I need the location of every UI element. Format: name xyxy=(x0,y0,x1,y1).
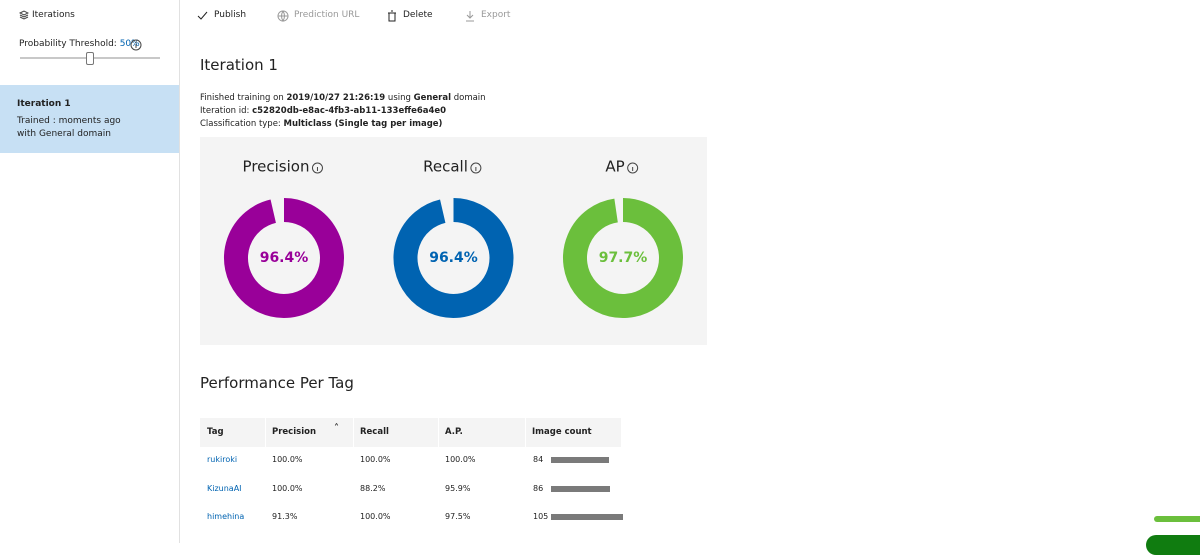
tag-link[interactable]: KizunaAI xyxy=(207,483,242,493)
image-count: 84 xyxy=(533,455,544,464)
cell: 97.5% xyxy=(445,512,471,521)
table-header xyxy=(200,418,621,447)
info-line: Iteration id: c52820db-e8ac-4fb3-ab11-13… xyxy=(200,106,446,116)
info-text: using xyxy=(385,93,414,103)
column-header[interactable]: Recall xyxy=(360,427,389,437)
toolbar-button: Export xyxy=(481,10,511,20)
image-count-bar xyxy=(551,457,609,463)
column-divider xyxy=(525,418,526,447)
tag-link[interactable]: himehina xyxy=(207,512,245,521)
column-divider xyxy=(353,418,354,447)
info-text: domain xyxy=(451,93,486,103)
threshold-label: Probability Threshold: xyxy=(19,39,117,49)
info-text: Finished training on xyxy=(200,93,287,103)
cell: 100.0% xyxy=(272,455,303,464)
donut-arc xyxy=(563,198,683,318)
info-text: 2019/10/27 21:26:19 xyxy=(286,93,386,103)
toolbar-icon xyxy=(197,11,208,20)
threshold: Probability Threshold: 50% xyxy=(19,39,140,49)
info-icon[interactable] xyxy=(130,39,142,51)
column-header[interactable]: Precision xyxy=(272,427,317,437)
sidebar-title: Iterations xyxy=(32,10,75,20)
column-header[interactable]: A.P. xyxy=(445,427,463,437)
iteration-item[interactable]: Iteration 1 Trained : moments ago with Ge… xyxy=(0,85,179,153)
metrics-panel: Precision 96.4% Recall 96.4% AP 97.7% xyxy=(200,137,707,345)
donut-arc xyxy=(393,198,514,318)
toolbar-icon xyxy=(277,10,289,22)
tag-link[interactable]: rukiroki xyxy=(207,455,238,464)
cell: 88.2% xyxy=(360,483,386,493)
toolbar-icon xyxy=(466,11,474,22)
iteration-title: Iteration 1 xyxy=(200,56,278,74)
metric-name: Recall xyxy=(423,158,468,176)
toolbar-button[interactable]: Publish xyxy=(214,10,247,20)
iterations-icon xyxy=(19,10,29,20)
cell: 95.9% xyxy=(445,483,471,493)
feedback-button[interactable] xyxy=(1146,535,1200,555)
info-text: c52820db-e8ac-4fb3-ab11-133effe6a4e0 xyxy=(252,106,447,116)
column-header[interactable]: Tag xyxy=(207,427,224,437)
threshold-value: 50% xyxy=(119,39,140,49)
cell: 100.0% xyxy=(360,512,391,521)
sort-arrow: ˄ xyxy=(334,423,339,434)
column-divider xyxy=(265,418,266,447)
image-count: 86 xyxy=(533,483,544,493)
metric-name: Precision xyxy=(243,158,310,176)
info-line: Classification type: Multiclass (Single … xyxy=(200,119,442,129)
cell: 100.0% xyxy=(445,455,476,464)
info-text: General xyxy=(413,93,452,103)
slider-thumb[interactable] xyxy=(86,52,94,65)
column-divider xyxy=(438,418,439,447)
cell: 100.0% xyxy=(360,455,391,464)
cell: 91.3% xyxy=(272,512,298,521)
toolbar-button[interactable]: Delete xyxy=(403,10,433,20)
metric-value: 96.4% xyxy=(260,250,309,266)
toolbar-icon xyxy=(388,10,396,22)
info-text: Classification type: xyxy=(200,119,284,129)
iteration-detail: Trained : moments ago with General domai… xyxy=(17,116,121,139)
cell: 100.0% xyxy=(272,483,303,493)
image-count: 105 xyxy=(533,512,549,521)
metric-name: AP xyxy=(605,158,624,176)
sidebar: Iterations Probability Threshold: 50% It… xyxy=(0,0,180,543)
image-count-bar xyxy=(551,485,610,492)
info-icon xyxy=(627,162,639,174)
info-icon xyxy=(311,162,323,174)
metric-value: 97.7% xyxy=(599,250,648,266)
image-count-bar xyxy=(551,514,623,520)
info-text: Iteration id: xyxy=(200,106,253,116)
metrics-chart: Precision 96.4% Recall 96.4% AP 97.7% xyxy=(224,158,683,318)
feedback-bar[interactable] xyxy=(1154,516,1200,522)
column-header[interactable]: Image count xyxy=(532,427,592,437)
iteration-name: Iteration 1 xyxy=(17,99,71,109)
donut-arc xyxy=(224,198,344,318)
toolbar-button: Prediction URL xyxy=(294,10,360,20)
info-line: Finished training on 2019/10/27 21:26:19… xyxy=(200,93,486,103)
info-icon xyxy=(470,162,482,174)
info-text: Multiclass (Single tag per image) xyxy=(283,119,443,129)
metric-value: 96.4% xyxy=(429,250,478,266)
performance-title: Performance Per Tag xyxy=(200,374,354,392)
